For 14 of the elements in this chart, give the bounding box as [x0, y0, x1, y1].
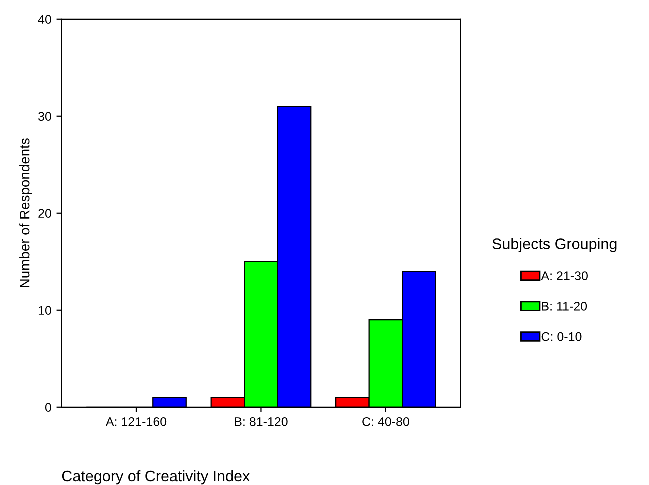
- legend-label: A: 21-30: [541, 272, 588, 280]
- x-tick-label: C: 40-80: [362, 417, 410, 426]
- x-axis-title: Category of Creativity Index: [62, 470, 250, 485]
- legend-label: C: 0-10: [542, 332, 582, 342]
- y-tick-label: 40: [38, 15, 52, 24]
- y-axis-title: Number of Respondents: [20, 138, 32, 288]
- y-tick-label: 0: [45, 403, 52, 412]
- legend-title: Subjects Grouping: [492, 238, 617, 253]
- x-tick-label: A: 121-160: [106, 417, 167, 426]
- x-tick-label: B: 81-120: [235, 417, 288, 426]
- y-tick-label: 10: [38, 306, 52, 316]
- y-tick-label: 30: [38, 112, 52, 122]
- y-tick-label: 20: [38, 209, 52, 218]
- legend-label: B: 11-20: [542, 302, 588, 311]
